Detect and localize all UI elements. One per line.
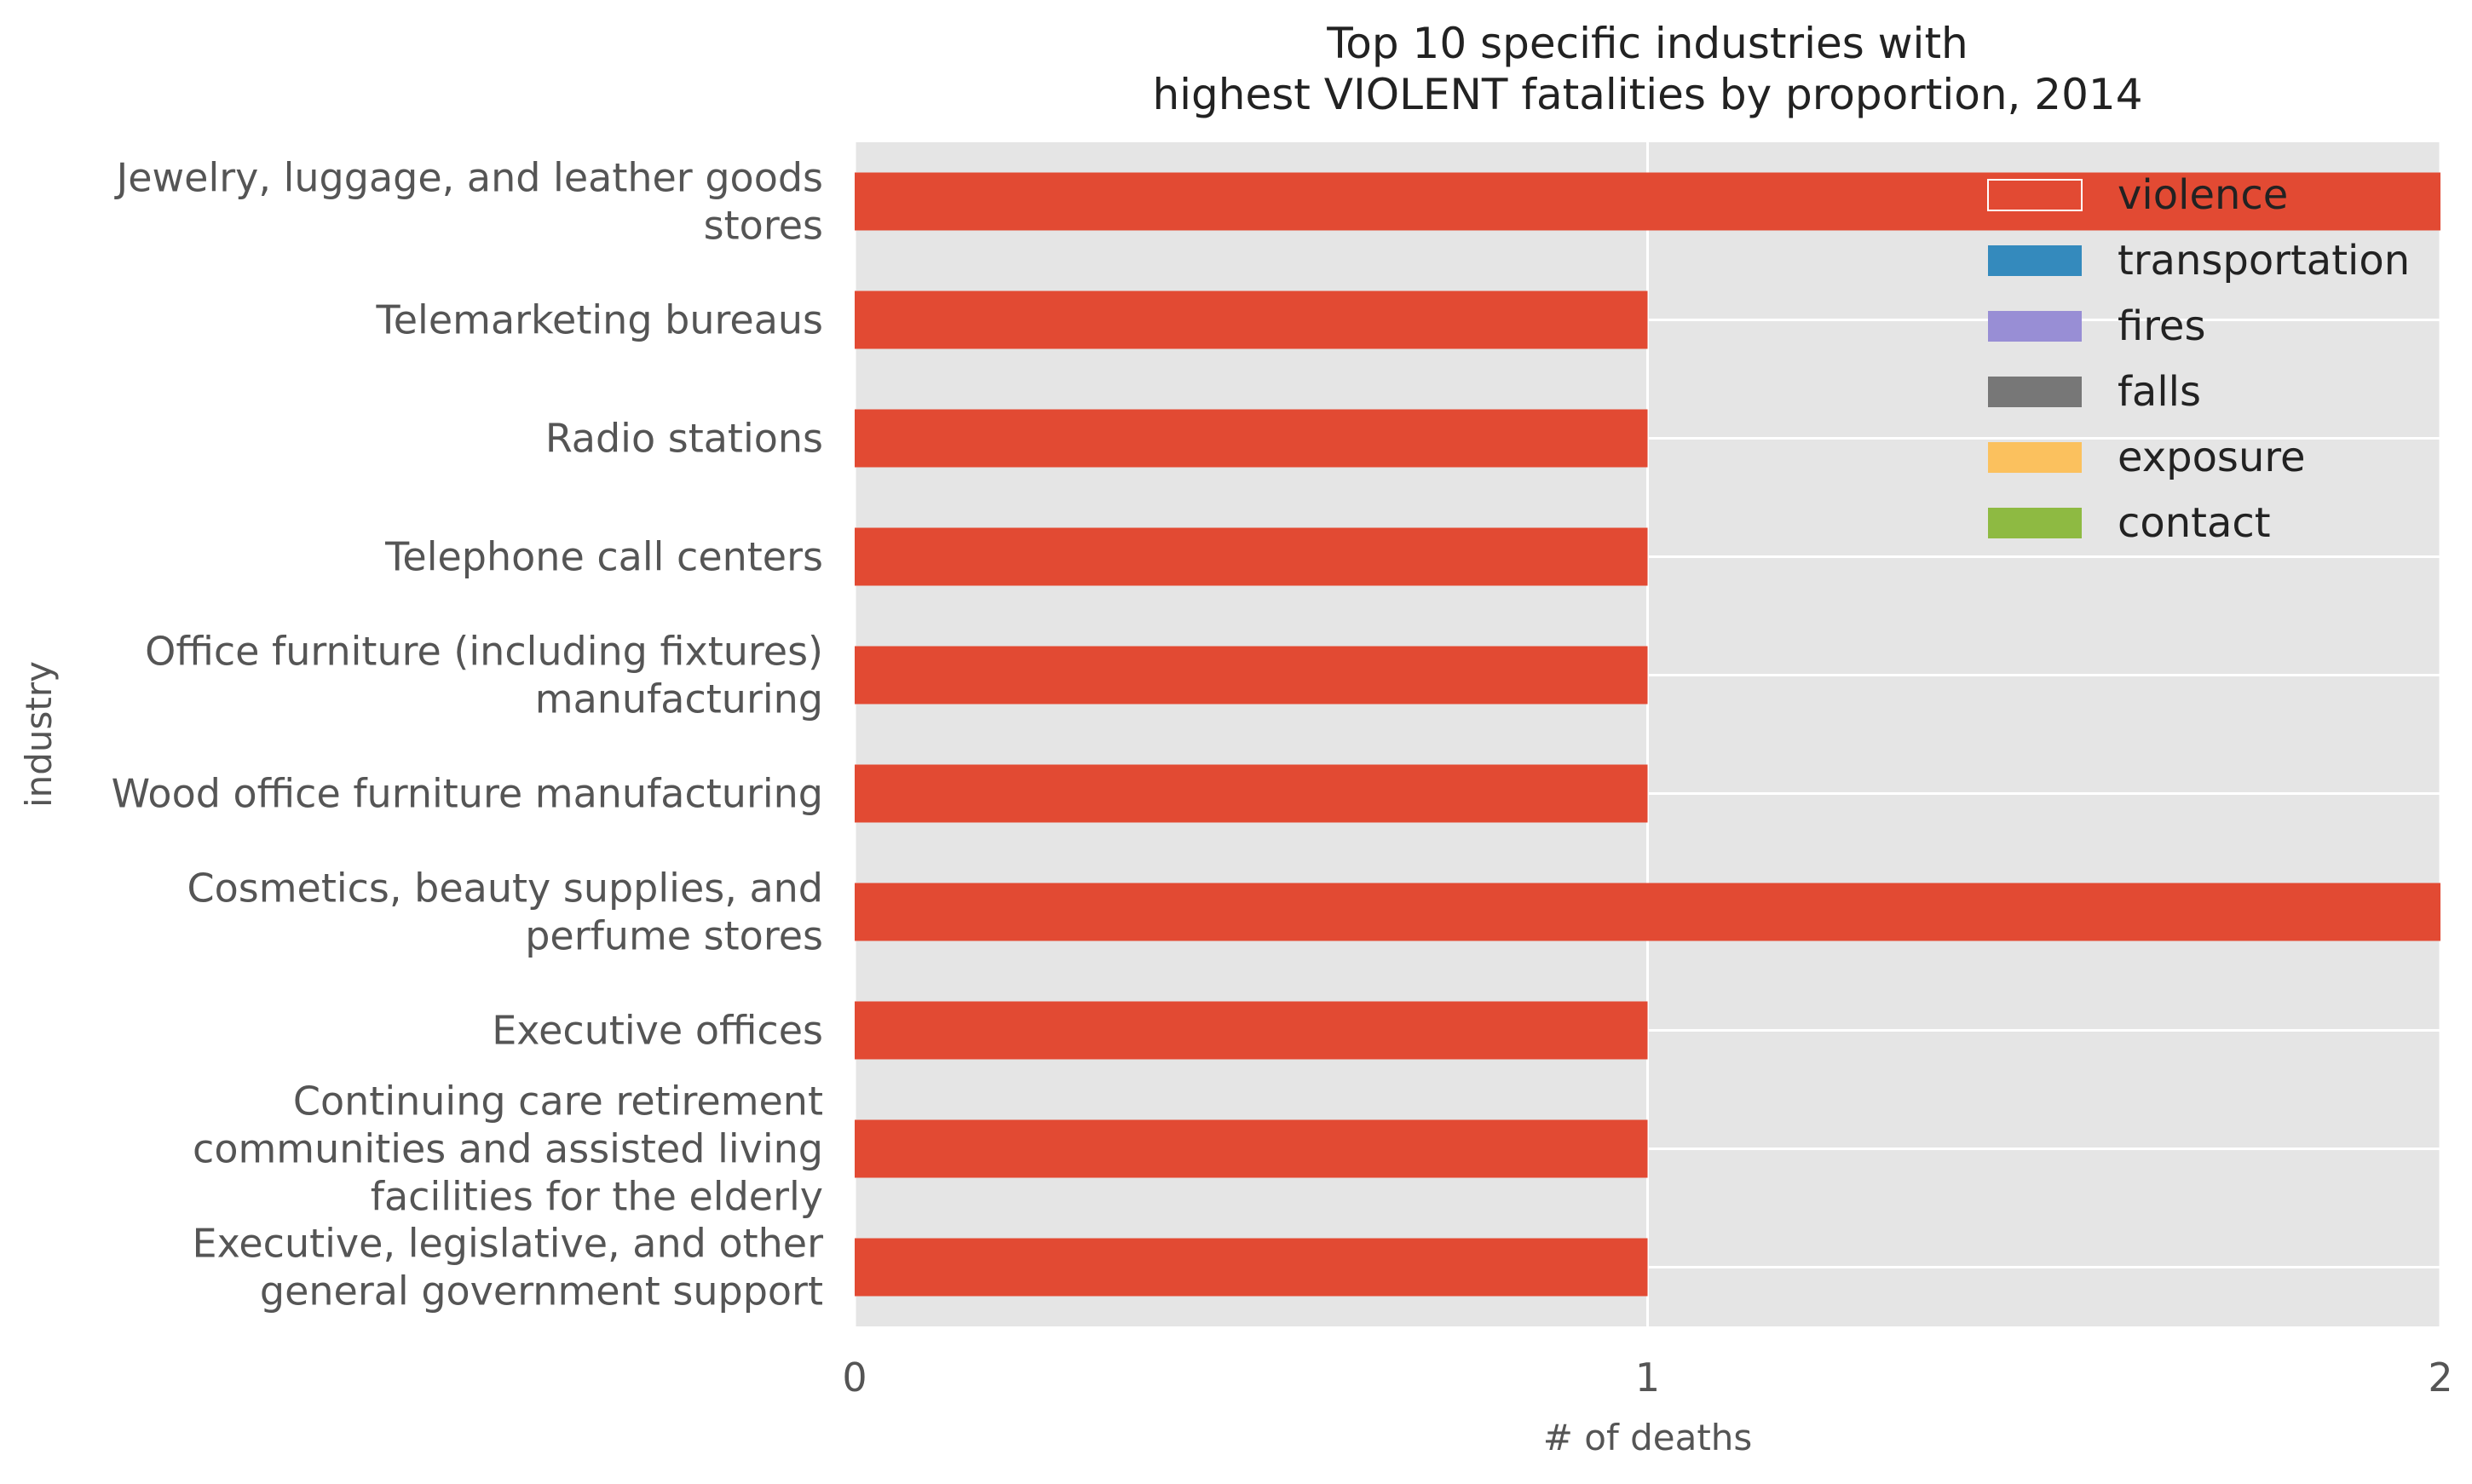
bar-violence-6 xyxy=(855,883,2440,941)
bar-violence-9 xyxy=(855,1238,1648,1297)
legend-swatch-falls xyxy=(1988,377,2082,407)
bar-violence-4 xyxy=(855,646,1648,705)
x-axis-label: # of deaths xyxy=(1543,1417,1753,1458)
bar-violence-7 xyxy=(855,1001,1648,1060)
bar-violence-0 xyxy=(855,172,2440,231)
legend-label-falls: falls xyxy=(2118,368,2201,416)
legend-label-transportation: transportation xyxy=(2118,237,2410,285)
bar-violence-1 xyxy=(855,290,1648,349)
y-tick-label-2: Radio stations xyxy=(545,416,823,462)
bar-violence-3 xyxy=(855,527,1648,586)
y-tick-label-6: Cosmetics, beauty supplies, and perfume s… xyxy=(187,866,823,959)
bars xyxy=(855,172,2440,1297)
y-tick-labels: Jewelry, luggage, and leather goods store… xyxy=(112,155,823,1314)
x-tick-label-1: 1 xyxy=(1635,1355,1660,1401)
bar-violence-8 xyxy=(855,1119,1648,1178)
y-tick-label-9: Executive, legislative, and other general… xyxy=(193,1221,824,1314)
y-tick-label-3: Telephone call centers xyxy=(384,534,823,580)
legend-swatch-violence xyxy=(1987,179,2083,211)
x-tick-label-2: 2 xyxy=(2428,1355,2452,1401)
y-tick-label-7: Executive offices xyxy=(492,1008,823,1054)
legend-label-violence: violence xyxy=(2118,171,2288,219)
legend-label-fires: fires xyxy=(2118,302,2205,350)
x-tick-labels: 0 1 2 xyxy=(842,1355,2452,1401)
legend-swatch-fires xyxy=(1988,311,2082,342)
legend-label-contact: contact xyxy=(2118,499,2271,547)
y-tick-label-0: Jewelry, luggage, and leather goods store… xyxy=(114,155,823,249)
x-tick-label-0: 0 xyxy=(842,1355,867,1401)
legend-swatch-contact xyxy=(1988,508,2082,538)
y-tick-label-8: Continuing care retirement communities an… xyxy=(193,1078,823,1220)
legend: violence transportation fires falls exposure… xyxy=(1987,171,2410,547)
bar-violence-2 xyxy=(855,409,1648,468)
y-tick-label-1: Telemarketing bureaus xyxy=(375,297,823,343)
bar-violence-5 xyxy=(855,764,1648,823)
y-axis-label: industry xyxy=(18,661,60,808)
legend-label-exposure: exposure xyxy=(2118,434,2306,481)
legend-swatch-exposure xyxy=(1988,442,2082,473)
y-tick-label-5: Wood office furniture manufacturing xyxy=(112,771,823,817)
legend-swatch-transportation xyxy=(1988,245,2082,276)
y-tick-label-4: Office furniture (including fixtures) man… xyxy=(145,629,823,722)
chart-title: Top 10 specific industries with highest V… xyxy=(1152,19,2142,119)
